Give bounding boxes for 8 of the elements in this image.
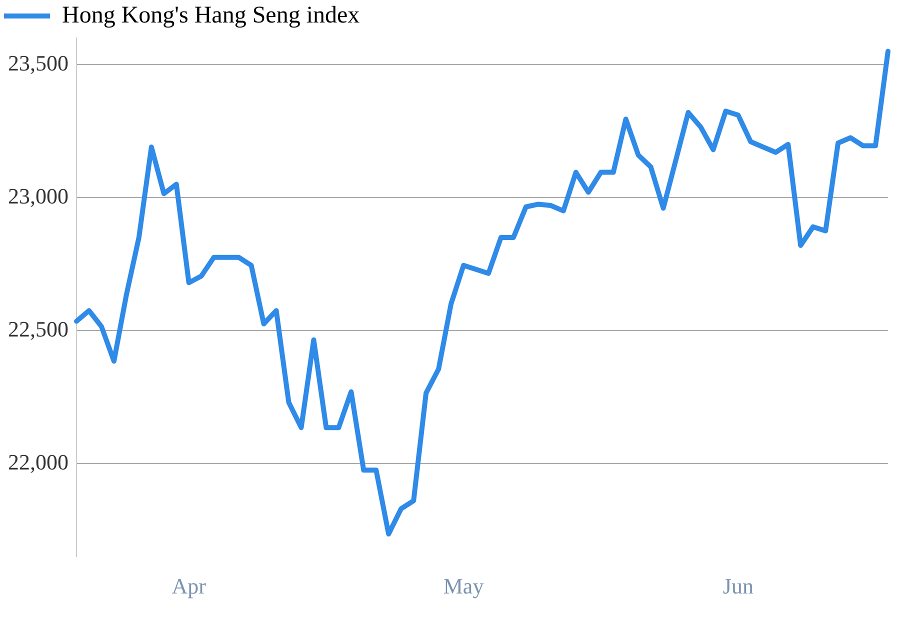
x-tick-label: Jun [722,574,754,599]
y-tick-label: 23,000 [8,183,68,208]
x-tick-label: May [443,574,484,599]
legend-label: Hong Kong's Hang Seng index [62,2,360,28]
x-tick-label: Apr [172,574,207,599]
y-tick-label: 22,500 [8,316,68,342]
y-tick-label: 23,500 [8,50,68,76]
y-tick-label: 22,000 [8,449,68,474]
